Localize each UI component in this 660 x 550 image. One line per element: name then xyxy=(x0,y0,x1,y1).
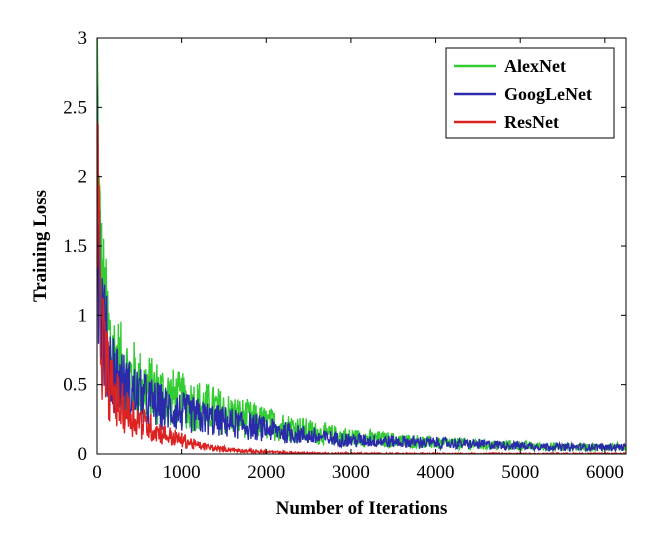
x-tick-label: 5000 xyxy=(501,462,539,483)
series-line-googlenet xyxy=(97,85,626,454)
y-tick-label: 0 xyxy=(78,444,88,465)
legend: AlexNet GoogLeNet ResNet xyxy=(445,47,615,139)
x-axis-title: Number of Iterations xyxy=(276,498,448,519)
legend-label-resnet: ResNet xyxy=(504,112,559,132)
x-tick-label: 6000 xyxy=(586,462,624,483)
x-tick-label: 1000 xyxy=(163,462,201,483)
legend-label-alexnet: AlexNet xyxy=(504,56,566,76)
y-axis-title: Training Loss xyxy=(30,190,51,302)
y-tick-label: 1.5 xyxy=(63,236,87,257)
x-tick-label: 4000 xyxy=(417,462,455,483)
y-tick-label: 1 xyxy=(78,305,88,326)
y-tick-label: 2 xyxy=(78,167,88,188)
legend-label-googlenet: GoogLeNet xyxy=(504,84,592,104)
y-tick-label: 3 xyxy=(78,28,88,49)
y-tick-label: 0.5 xyxy=(63,375,87,396)
x-tick-label: 3000 xyxy=(332,462,370,483)
x-tick-label: 0 xyxy=(92,462,102,483)
axes: 0 1000 2000 3000 4000 5000 6000 0 0.5 1 1.5 2 2.5 3 xyxy=(63,28,627,483)
x-tick-label: 2000 xyxy=(247,462,285,483)
y-tick-label: 2.5 xyxy=(63,97,87,118)
